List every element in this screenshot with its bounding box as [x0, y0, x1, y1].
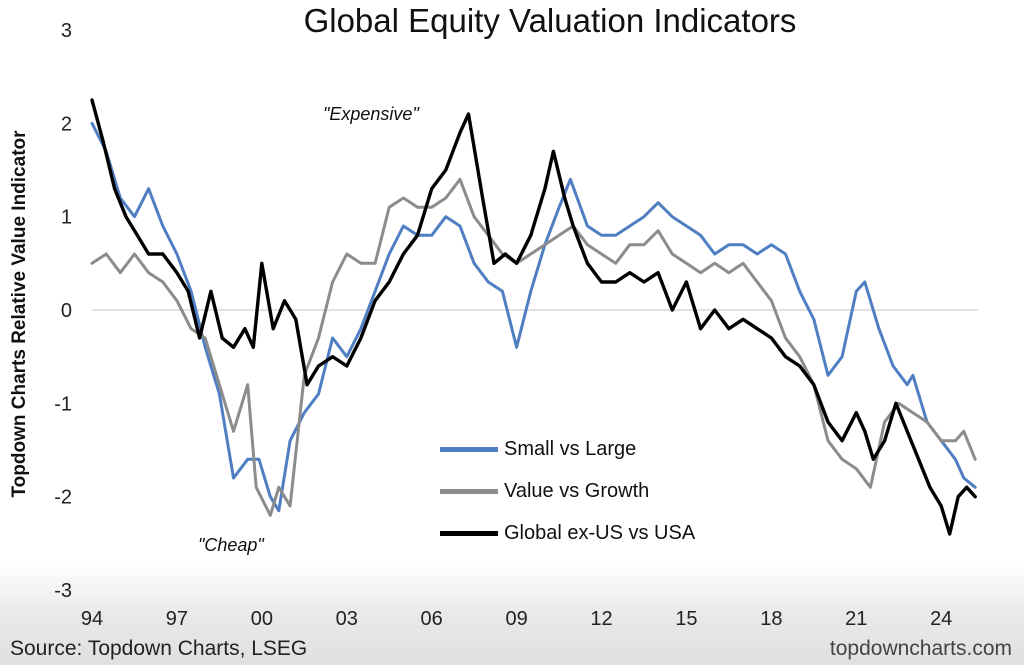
y-tick-label: 0 — [61, 300, 72, 322]
legend-item-value-vs-growth: Value vs Growth — [440, 470, 695, 512]
legend-swatch-small-vs-large — [440, 446, 498, 452]
x-tick-label: 21 — [845, 608, 867, 630]
legend-item-small-vs-large: Small vs Large — [440, 428, 695, 470]
x-tick-label: 06 — [421, 608, 443, 630]
x-tick-label: 00 — [251, 608, 273, 630]
x-tick-label: 24 — [930, 608, 952, 630]
y-tick-label: 1 — [61, 207, 72, 229]
expensive-annotation: "Expensive" — [323, 104, 419, 124]
bottom-background-fade — [0, 560, 1024, 665]
y-tick-label: 2 — [61, 113, 72, 135]
series-line-value-vs-growth — [90, 177, 977, 517]
legend-label-value-vs-growth: Value vs Growth — [504, 479, 650, 502]
y-tick-label: 3 — [61, 20, 72, 42]
x-tick-label: 12 — [590, 608, 612, 630]
cheap-annotation: "Cheap" — [198, 535, 264, 555]
y-tick-label: -1 — [54, 393, 72, 415]
legend-label-small-vs-large: Small vs Large — [504, 437, 637, 460]
chart-legend: Small vs Large Value vs Growth Global ex… — [440, 428, 695, 554]
series-line-global-ex-us-vs-usa — [90, 98, 977, 536]
y-tick-label: -2 — [54, 487, 72, 509]
x-tick-label: 09 — [505, 608, 527, 630]
chart-title: Global Equity Valuation Indicators — [303, 2, 797, 39]
y-axis-label: Topdown Charts Relative Value Indicator — [9, 130, 30, 498]
source-note: Source: Topdown Charts, LSEG — [10, 637, 308, 660]
legend-label-global-ex-us-vs-usa: Global ex-US vs USA — [504, 521, 696, 544]
series-line-small-vs-large — [90, 121, 977, 513]
legend-swatch-global-ex-us-vs-usa — [440, 530, 498, 536]
x-tick-label: 18 — [760, 608, 782, 630]
x-tick-label: 94 — [81, 608, 103, 630]
y-tick-label: -3 — [54, 580, 72, 602]
x-tick-label: 97 — [166, 608, 188, 630]
x-tick-label: 03 — [336, 608, 358, 630]
legend-item-global-ex-us-vs-usa: Global ex-US vs USA — [440, 512, 695, 554]
x-tick-label: 15 — [675, 608, 697, 630]
legend-swatch-value-vs-growth — [440, 488, 498, 494]
brand-watermark: topdowncharts.com — [829, 637, 1012, 660]
